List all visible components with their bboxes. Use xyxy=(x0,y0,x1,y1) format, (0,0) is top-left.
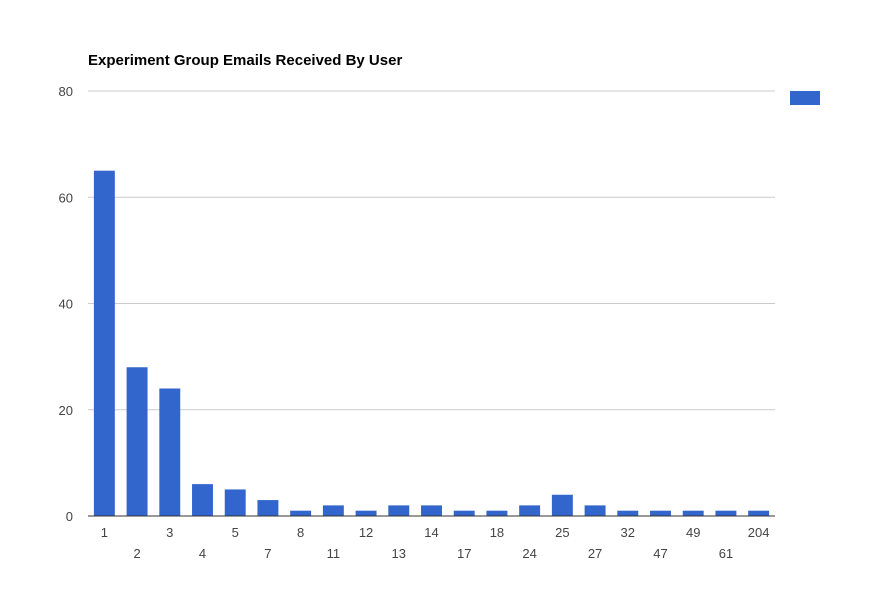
bar-27[interactable] xyxy=(584,505,606,516)
x-tick-label: 17 xyxy=(457,546,471,561)
x-tick-label: 5 xyxy=(232,525,239,540)
x-tick-label: 32 xyxy=(621,525,635,540)
y-tick-label: 0 xyxy=(66,509,73,524)
bar-61[interactable] xyxy=(715,510,737,516)
x-tick-label: 12 xyxy=(359,525,373,540)
x-tick-label: 204 xyxy=(748,525,770,540)
bar-5[interactable] xyxy=(224,489,246,516)
bar-49[interactable] xyxy=(682,510,704,516)
chart-title: Experiment Group Emails Received By User xyxy=(88,52,402,69)
x-tick-label: 14 xyxy=(424,525,438,540)
bar-204[interactable] xyxy=(748,510,770,516)
x-tick-label: 25 xyxy=(555,525,569,540)
y-tick-label: 40 xyxy=(59,297,73,312)
bar-25[interactable] xyxy=(551,494,573,516)
bar-24[interactable] xyxy=(519,505,541,516)
x-tick-label: 61 xyxy=(719,546,733,561)
bar-14[interactable] xyxy=(421,505,442,516)
bar-12[interactable] xyxy=(355,510,377,516)
x-tick-label: 11 xyxy=(327,546,341,561)
x-tick-label: 18 xyxy=(490,525,504,540)
x-tick-label: 13 xyxy=(392,546,406,561)
bar-13[interactable] xyxy=(388,505,410,516)
bar-47[interactable] xyxy=(650,510,671,516)
bar-1[interactable] xyxy=(93,170,115,516)
bar-3[interactable] xyxy=(159,388,181,517)
bar-4[interactable] xyxy=(192,484,213,516)
y-tick-label: 80 xyxy=(59,84,73,99)
x-tick-label: 47 xyxy=(653,546,667,561)
x-tick-label: 27 xyxy=(588,546,602,561)
x-tick-label: 8 xyxy=(297,525,304,540)
bar-8[interactable] xyxy=(290,510,312,516)
x-tick-label: 4 xyxy=(199,546,206,561)
bar-17[interactable] xyxy=(453,510,475,516)
bar-32[interactable] xyxy=(617,510,639,516)
gridlines xyxy=(88,90,775,411)
y-tick-label: 60 xyxy=(59,190,73,205)
x-tick-label: 49 xyxy=(686,525,700,540)
bar-11[interactable] xyxy=(322,505,344,516)
x-tick-label: 2 xyxy=(133,546,140,561)
x-tick-label: 7 xyxy=(264,546,271,561)
legend-swatch xyxy=(790,91,820,105)
x-tick-label: 1 xyxy=(101,525,108,540)
y-axis-ticks: 0 20 40 60 80 xyxy=(59,84,73,524)
bar-series xyxy=(93,170,770,517)
bar-7[interactable] xyxy=(257,500,279,516)
x-tick-label: 24 xyxy=(522,546,536,561)
y-tick-label: 20 xyxy=(59,403,73,418)
x-tick-label: 3 xyxy=(166,525,173,540)
bar-18[interactable] xyxy=(486,510,508,516)
bar-2[interactable] xyxy=(126,367,148,516)
